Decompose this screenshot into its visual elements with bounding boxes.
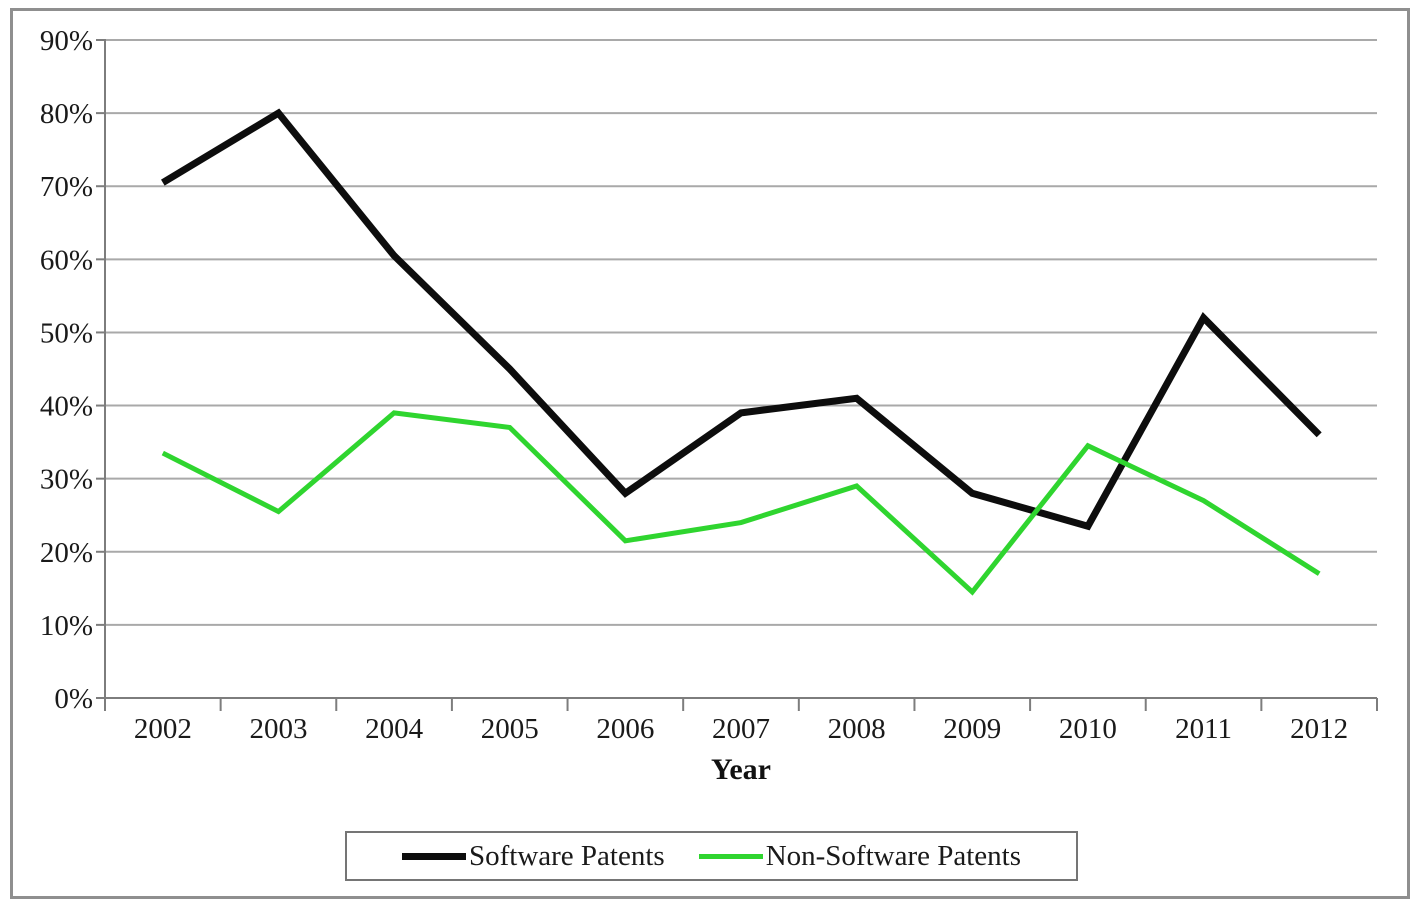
x-tick-label: 2008 (828, 713, 886, 745)
y-tick-label: 70% (40, 171, 93, 203)
x-tick-label: 2005 (481, 713, 539, 745)
non-software-patents-line-sample (698, 853, 763, 859)
legend-item-software-patents: Software Patents (401, 839, 665, 873)
figure-border (10, 8, 1410, 899)
x-tick-label: 2002 (134, 713, 192, 745)
legend-item-non-software-patents: Non-Software Patents (698, 839, 1022, 873)
x-axis-title: Year (711, 753, 771, 786)
x-tick-label: 2007 (712, 713, 770, 745)
x-tick-label: 2009 (943, 713, 1001, 745)
x-tick-label: 2003 (249, 713, 307, 745)
x-tick-label: 2012 (1290, 713, 1348, 745)
series-line-software-patents (161, 108, 1322, 531)
software-patents-line-sample (401, 852, 466, 860)
line-chart: 0% 10% 20% 30% 40% 50% 60% 70% 80% 90% 2002 2003 200… (40, 25, 1378, 745)
x-tick-label: 2010 (1059, 713, 1117, 745)
y-tick-label: 10% (40, 610, 93, 642)
y-tick-label: 90% (40, 25, 93, 57)
series-line-non-software-patents (161, 410, 1321, 596)
y-tick-label: 60% (40, 244, 93, 276)
y-tick-label: 40% (40, 391, 93, 423)
y-tick-label: 80% (40, 98, 93, 130)
y-tick-label: 0% (54, 683, 93, 715)
x-tick-label: 2004 (365, 713, 424, 745)
legend-label-software-patents: Software Patents (468, 839, 665, 872)
legend-label-non-software-patents: Non-Software Patents (765, 839, 1022, 872)
x-tick-label: 2006 (596, 713, 654, 745)
y-tick-label: 50% (40, 317, 93, 349)
x-tick-label: 2011 (1175, 713, 1232, 745)
chart-legend: Software Patents Non-Software Patents (345, 831, 1078, 881)
y-tick-label: 30% (40, 464, 93, 496)
y-tick-label: 20% (40, 537, 93, 569)
